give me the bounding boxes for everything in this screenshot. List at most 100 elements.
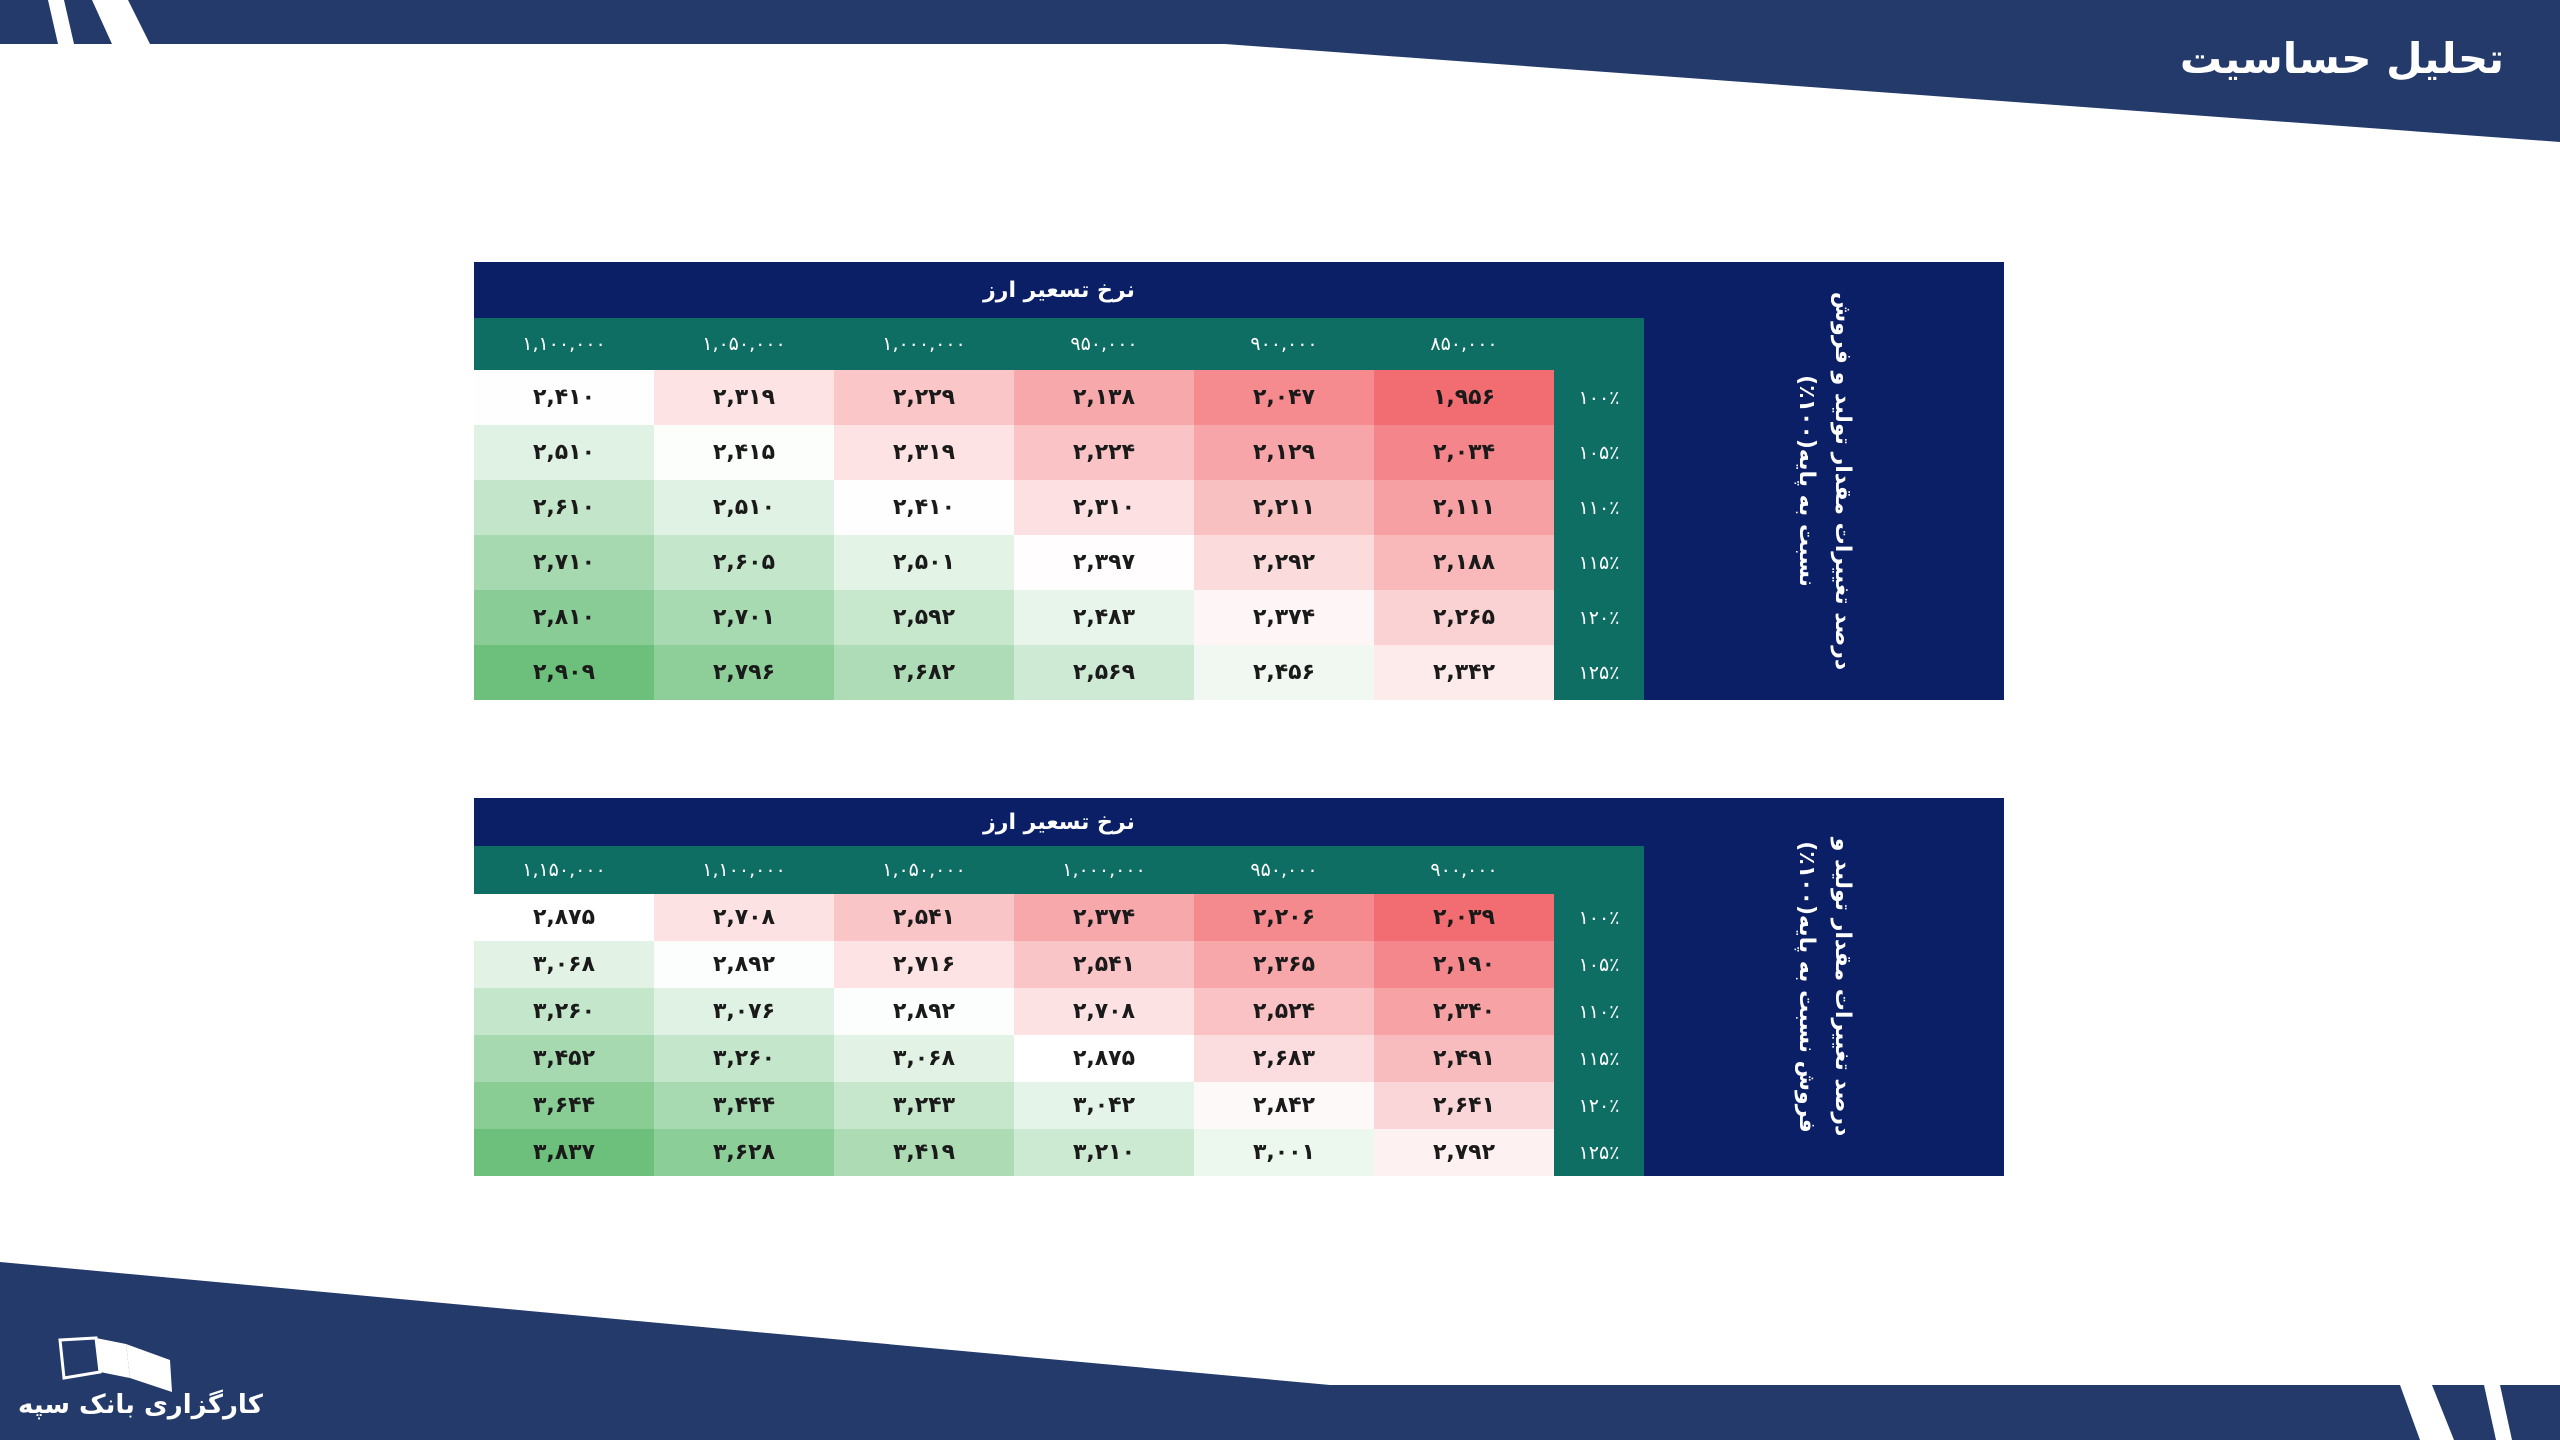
top-banner [0, 0, 2560, 142]
table-cell: ۳,۸۳۷ [474, 1129, 654, 1176]
table-cell: ۲,۸۴۲ [1194, 1082, 1374, 1129]
row-header: ۱۲۵٪ [1554, 1129, 1645, 1176]
column-header: ۱,۱۰۰,۰۰۰ [654, 846, 834, 894]
table-cell: ۲,۳۷۴ [1194, 590, 1374, 645]
row-header: ۱۱۵٪ [1554, 535, 1645, 590]
row-header: ۱۲۰٪ [1554, 1082, 1645, 1129]
table-cell: ۲,۱۸۸ [1374, 535, 1554, 590]
super-header: نرخ تسعیر ارز [474, 262, 1645, 318]
table-cell: ۳,۰۷۶ [654, 988, 834, 1035]
table-cell: ۲,۷۰۸ [654, 894, 834, 941]
table-cell: ۲,۱۱۱ [1374, 480, 1554, 535]
table-cell: ۲,۸۹۲ [654, 941, 834, 988]
logo-text: کارگزاری بانک سپه [18, 1390, 263, 1420]
table-cell: ۳,۰۴۲ [1014, 1082, 1194, 1129]
table-cell: ۲,۴۸۳ [1014, 590, 1194, 645]
side-label: درصد تغییرات مقدار تولید و فروش نسبت به … [1794, 837, 1855, 1137]
row-header: ۱۰۰٪ [1554, 894, 1645, 941]
table-cell: ۲,۹۰۹ [474, 645, 654, 700]
table-cell: ۲,۴۱۰ [474, 370, 654, 425]
column-header: ۸۵۰,۰۰۰ [1374, 318, 1554, 370]
heatmap-table: نرخ تسعیر ارز ۱,۱۵۰,۰۰۰ ۱,۱۰۰,۰۰۰ ۱,۰۵۰,… [474, 798, 1645, 1176]
table-cell: ۳,۶۴۴ [474, 1082, 654, 1129]
table-cell: ۳,۲۱۰ [1014, 1129, 1194, 1176]
table-cell: ۳,۲۶۰ [654, 1035, 834, 1082]
column-header: ۹۵۰,۰۰۰ [1014, 318, 1194, 370]
page-title: تحلیل حساسیت [2179, 34, 2504, 83]
table-cell: ۲,۲۶۵ [1374, 590, 1554, 645]
table-cell: ۲,۷۰۱ [654, 590, 834, 645]
row-header: ۱۱۵٪ [1554, 1035, 1645, 1082]
row-header: ۱۰۰٪ [1554, 370, 1645, 425]
table-cell: ۲,۷۰۸ [1014, 988, 1194, 1035]
table-cell: ۲,۵۱۰ [474, 425, 654, 480]
row-header: ۱۲۰٪ [1554, 590, 1645, 645]
table-cell: ۲,۵۰۱ [834, 535, 1014, 590]
table-cell: ۲,۸۱۰ [474, 590, 654, 645]
table-cell: ۲,۶۸۲ [834, 645, 1014, 700]
table-cell: ۲,۶۸۳ [1194, 1035, 1374, 1082]
column-header: ۹۰۰,۰۰۰ [1194, 318, 1374, 370]
table-cell: ۳,۰۶۸ [474, 941, 654, 988]
table-cell: ۲,۱۹۰ [1374, 941, 1554, 988]
table-cell: ۲,۳۹۷ [1014, 535, 1194, 590]
column-header: ۱,۰۰۰,۰۰۰ [834, 318, 1014, 370]
row-header: ۱۱۰٪ [1554, 480, 1645, 535]
row-header: ۱۰۵٪ [1554, 425, 1645, 480]
super-header: نرخ تسعیر ارز [474, 798, 1645, 846]
table-cell: ۲,۵۹۲ [834, 590, 1014, 645]
row-header: ۱۲۵٪ [1554, 645, 1645, 700]
table-cell: ۲,۸۷۵ [474, 894, 654, 941]
table-cell: ۳,۰۶۸ [834, 1035, 1014, 1082]
table-cell: ۲,۸۷۵ [1014, 1035, 1194, 1082]
side-label-panel: درصد تغییرات مقدار تولید و فروش نسبت به … [1644, 798, 2004, 1176]
column-header: ۱,۰۰۰,۰۰۰ [1014, 846, 1194, 894]
column-header: ۱,۱۰۰,۰۰۰ [474, 318, 654, 370]
table-cell: ۳,۲۶۰ [474, 988, 654, 1035]
table-cell: ۳,۴۴۴ [654, 1082, 834, 1129]
bottom-banner [0, 1262, 2560, 1440]
table-cell: ۲,۰۳۹ [1374, 894, 1554, 941]
table-cell: ۲,۲۹۲ [1194, 535, 1374, 590]
table-cell: ۲,۶۱۰ [474, 480, 654, 535]
table-cell: ۲,۴۵۶ [1194, 645, 1374, 700]
table-cell: ۲,۲۰۶ [1194, 894, 1374, 941]
top-left-stripe [48, 0, 74, 44]
table-cell: ۲,۵۶۹ [1014, 645, 1194, 700]
row-header: ۱۱۰٪ [1554, 988, 1645, 1035]
side-label: درصد تغییرات مقدار تولید و فروش نسبت به … [1794, 291, 1855, 671]
column-header: ۹۰۰,۰۰۰ [1374, 846, 1554, 894]
sensitivity-table-1: درصد تغییرات مقدار تولید و فروش نسبت به … [474, 262, 2004, 700]
top-left-stripe [92, 0, 150, 44]
table-cell: ۲,۳۱۹ [654, 370, 834, 425]
table-cell: ۲,۳۴۰ [1374, 988, 1554, 1035]
table-cell: ۲,۰۳۴ [1374, 425, 1554, 480]
table-cell: ۱,۹۵۶ [1374, 370, 1554, 425]
table-cell: ۲,۵۴۱ [1014, 941, 1194, 988]
table-cell: ۳,۴۵۲ [474, 1035, 654, 1082]
table-cell: ۲,۶۴۱ [1374, 1082, 1554, 1129]
row-header: ۱۰۵٪ [1554, 941, 1645, 988]
table-cell: ۳,۰۰۱ [1194, 1129, 1374, 1176]
table-cell: ۲,۷۱۶ [834, 941, 1014, 988]
table-cell: ۲,۶۰۵ [654, 535, 834, 590]
table-cell: ۲,۸۹۲ [834, 988, 1014, 1035]
table-cell: ۲,۰۴۷ [1194, 370, 1374, 425]
header-corner [1554, 846, 1645, 894]
column-header: ۱,۰۵۰,۰۰۰ [834, 846, 1014, 894]
table-cell: ۲,۲۱۱ [1194, 480, 1374, 535]
table-cell: ۲,۳۶۵ [1194, 941, 1374, 988]
column-header: ۱,۱۵۰,۰۰۰ [474, 846, 654, 894]
table-cell: ۲,۵۲۴ [1194, 988, 1374, 1035]
bottom-right-stripe [2484, 1385, 2512, 1440]
table-cell: ۲,۳۱۹ [834, 425, 1014, 480]
table-cell: ۲,۴۱۰ [834, 480, 1014, 535]
table-cell: ۲,۲۲۹ [834, 370, 1014, 425]
table-cell: ۳,۴۱۹ [834, 1129, 1014, 1176]
table-cell: ۳,۲۴۳ [834, 1082, 1014, 1129]
column-header: ۱,۰۵۰,۰۰۰ [654, 318, 834, 370]
header-corner [1554, 318, 1645, 370]
table-cell: ۲,۳۱۰ [1014, 480, 1194, 535]
table-cell: ۲,۲۲۴ [1014, 425, 1194, 480]
